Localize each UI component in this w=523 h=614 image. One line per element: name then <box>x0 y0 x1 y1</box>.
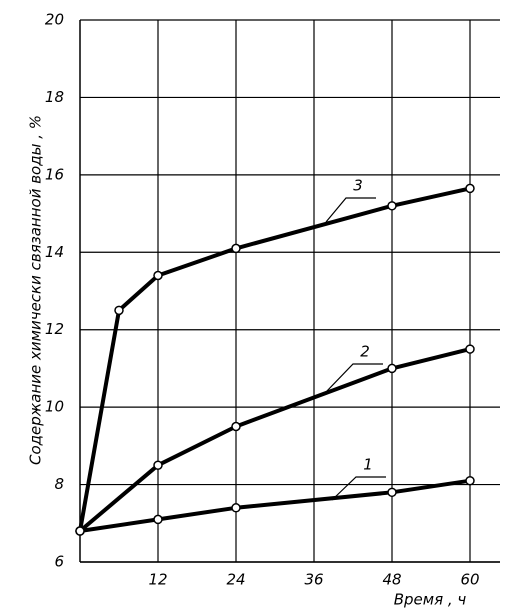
y-tick-label: 16 <box>45 165 64 183</box>
point <box>231 243 241 254</box>
x-tick-label: 48 <box>382 571 401 589</box>
x-tick-label: 60 <box>460 571 479 589</box>
point <box>465 183 475 194</box>
y-axis-label: Содержание химически связанной воды , % <box>27 115 45 465</box>
y-tick-label: 8 <box>54 475 64 493</box>
point <box>387 487 397 498</box>
point <box>153 514 163 525</box>
x-tick-label: 12 <box>148 571 167 589</box>
series-line <box>79 478 471 534</box>
series-label: 2 <box>360 343 370 361</box>
y-tick-label: 12 <box>45 320 64 338</box>
y-tick-label: 20 <box>45 11 64 29</box>
point <box>231 503 241 513</box>
point <box>75 526 85 536</box>
leader-line <box>331 476 386 501</box>
series-label: 3 <box>353 177 363 195</box>
point <box>465 475 475 486</box>
series-label: 1 <box>363 456 373 474</box>
x-axis-label: Время , ч <box>394 591 467 609</box>
leader-line <box>325 197 376 223</box>
point <box>387 201 397 211</box>
y-tick-label: 18 <box>45 88 64 106</box>
leader-line <box>325 363 383 393</box>
y-tick-label: 6 <box>54 553 64 571</box>
point <box>387 363 397 374</box>
series-line <box>78 186 471 532</box>
point <box>153 270 163 281</box>
x-tick-label: 24 <box>226 571 245 589</box>
point <box>231 421 241 432</box>
point <box>465 344 475 354</box>
point <box>153 460 163 470</box>
y-tick-label: 10 <box>45 398 64 416</box>
point <box>114 305 124 316</box>
x-tick-label: 36 <box>304 571 323 589</box>
y-tick-label: 14 <box>45 243 64 261</box>
